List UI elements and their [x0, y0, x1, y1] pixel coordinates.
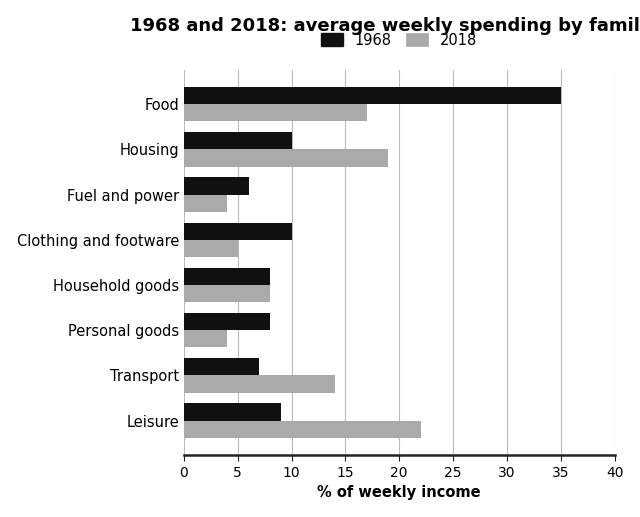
Legend: 1968, 2018: 1968, 2018	[316, 27, 483, 53]
Bar	[184, 104, 367, 121]
Bar	[184, 358, 259, 375]
Bar	[184, 330, 227, 347]
Bar	[184, 285, 270, 302]
X-axis label: % of weekly income: % of weekly income	[317, 485, 481, 500]
Title: 1968 and 2018: average weekly spending by families: 1968 and 2018: average weekly spending b…	[130, 17, 640, 35]
Bar	[184, 87, 561, 104]
Bar	[184, 421, 420, 438]
Bar	[184, 177, 248, 195]
Bar	[184, 268, 270, 285]
Bar	[184, 149, 388, 166]
Bar	[184, 240, 237, 257]
Bar	[184, 375, 335, 392]
Bar	[184, 195, 227, 212]
Bar	[184, 223, 292, 240]
Bar	[184, 313, 270, 330]
Bar	[184, 403, 281, 421]
Bar	[184, 132, 292, 149]
